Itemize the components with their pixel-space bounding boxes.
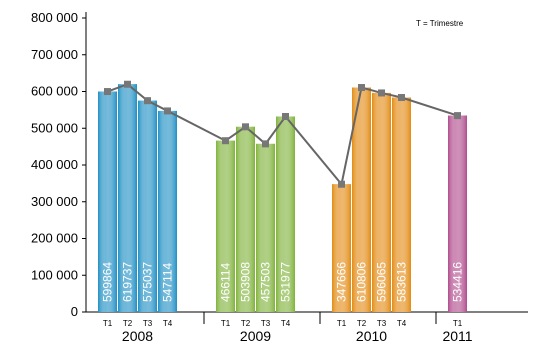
trend-point [378, 89, 385, 97]
year-label: 2008 [122, 328, 153, 342]
bar-shading [448, 115, 467, 313]
y-tick-label: 200 000 [31, 231, 78, 246]
y-tick-label: 0 [71, 304, 78, 319]
bar-shading [138, 100, 157, 312]
bar-shading [352, 87, 371, 312]
y-tick-label: 700 000 [31, 47, 78, 62]
trend-point [164, 107, 171, 115]
bar-shading [216, 140, 235, 312]
trend-point [454, 112, 461, 120]
bar-value-label: 466114 [219, 263, 233, 302]
bar-shading [392, 97, 411, 313]
bar-shading [256, 143, 275, 312]
trend-point [358, 84, 365, 92]
trend-point [262, 140, 269, 148]
bar-value-label: 619737 [121, 262, 135, 302]
quarter-tick-label: T1 [453, 319, 463, 328]
quarter-tick-label: T3 [261, 319, 271, 328]
y-tick-label: 100 000 [31, 267, 78, 282]
bar-value-label: 610806 [355, 262, 369, 302]
trend-point [282, 112, 289, 120]
y-tick-label: 600 000 [31, 84, 78, 99]
bar-value-label: 547114 [161, 263, 175, 302]
trend-point [104, 88, 111, 96]
trend-point [242, 123, 249, 131]
quarter-tick-label: T2 [241, 319, 251, 328]
bar-value-label: 503908 [239, 262, 253, 302]
quarter-tick-label: T4 [397, 319, 407, 328]
bar-value-label: 575037 [141, 262, 155, 302]
bar-value-label: 457503 [259, 262, 273, 302]
quarter-tick-label: T4 [281, 319, 291, 328]
trend-point [222, 137, 229, 145]
quarter-tick-label: T4 [163, 319, 173, 328]
bar-shading [118, 84, 137, 313]
trend-point [124, 80, 131, 88]
quarter-tick-label: T1 [103, 319, 113, 328]
quarter-tick-label: T3 [143, 319, 153, 328]
year-label: 2010 [356, 328, 387, 342]
y-tick-label: 500 000 [31, 120, 78, 135]
trend-line-layer [104, 80, 461, 188]
bar-shading [236, 126, 255, 312]
bars-layer [98, 84, 467, 313]
trend-point [338, 180, 345, 188]
bar-shading [372, 92, 391, 313]
chart-note: T = Trimestre [416, 19, 464, 28]
quarter-tick-label: T1 [337, 319, 347, 328]
bar-shading [276, 116, 295, 313]
bar-value-label: 534416 [451, 262, 465, 302]
bar-value-label: 531977 [279, 262, 293, 302]
axes: 0 100 000 200 000 300 000 400 000 500 000 600 … [31, 10, 528, 324]
year-label: 2011 [442, 328, 472, 342]
bar-value-label: 347666 [335, 262, 349, 302]
quarter-tick-label: T1 [221, 319, 231, 328]
bar-value-label: 583613 [395, 262, 409, 302]
year-label: 2009 [240, 328, 271, 342]
quarter-tick-label: T2 [357, 319, 367, 328]
quarter-tick-label: T2 [123, 319, 133, 328]
trend-point [144, 97, 151, 105]
trend-point [398, 94, 405, 102]
quarter-tick-label: T3 [377, 319, 387, 328]
bar-value-label: 596065 [375, 262, 389, 302]
bar-shading [98, 91, 117, 312]
bar-value-label: 599864 [101, 262, 115, 302]
labels-layer: 599864 T1 619737 T2 575037 T3 547114 T4 2008 4661… [101, 262, 473, 344]
y-tick-label: 300 000 [31, 194, 78, 209]
bar-shading [158, 110, 177, 312]
y-tick-label: 800 000 [31, 10, 78, 25]
bar-shading [332, 184, 351, 312]
y-tick-label: 400 000 [31, 157, 78, 172]
